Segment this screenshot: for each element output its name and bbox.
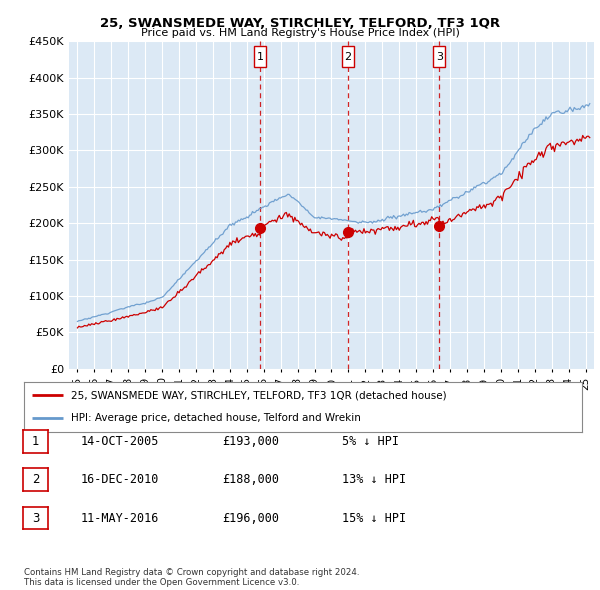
Text: 25, SWANSMEDE WAY, STIRCHLEY, TELFORD, TF3 1QR (detached house): 25, SWANSMEDE WAY, STIRCHLEY, TELFORD, T… — [71, 390, 447, 400]
FancyBboxPatch shape — [342, 47, 353, 67]
Text: 1: 1 — [257, 52, 264, 62]
Text: £193,000: £193,000 — [222, 435, 279, 448]
Text: HPI: Average price, detached house, Telford and Wrekin: HPI: Average price, detached house, Telf… — [71, 414, 361, 424]
Text: 3: 3 — [436, 52, 443, 62]
Text: 2: 2 — [32, 473, 39, 486]
Text: Price paid vs. HM Land Registry's House Price Index (HPI): Price paid vs. HM Land Registry's House … — [140, 28, 460, 38]
Text: 15% ↓ HPI: 15% ↓ HPI — [342, 512, 406, 525]
Text: 2: 2 — [344, 52, 352, 62]
Text: £196,000: £196,000 — [222, 512, 279, 525]
Text: 25, SWANSMEDE WAY, STIRCHLEY, TELFORD, TF3 1QR: 25, SWANSMEDE WAY, STIRCHLEY, TELFORD, T… — [100, 17, 500, 30]
Text: 11-MAY-2016: 11-MAY-2016 — [81, 512, 160, 525]
Text: 16-DEC-2010: 16-DEC-2010 — [81, 473, 160, 486]
FancyBboxPatch shape — [433, 47, 445, 67]
Text: Contains HM Land Registry data © Crown copyright and database right 2024.
This d: Contains HM Land Registry data © Crown c… — [24, 568, 359, 587]
Text: 5% ↓ HPI: 5% ↓ HPI — [342, 435, 399, 448]
FancyBboxPatch shape — [254, 47, 266, 67]
Text: 13% ↓ HPI: 13% ↓ HPI — [342, 473, 406, 486]
Text: 1: 1 — [32, 435, 39, 448]
Text: 3: 3 — [32, 512, 39, 525]
Text: £188,000: £188,000 — [222, 473, 279, 486]
Text: 14-OCT-2005: 14-OCT-2005 — [81, 435, 160, 448]
